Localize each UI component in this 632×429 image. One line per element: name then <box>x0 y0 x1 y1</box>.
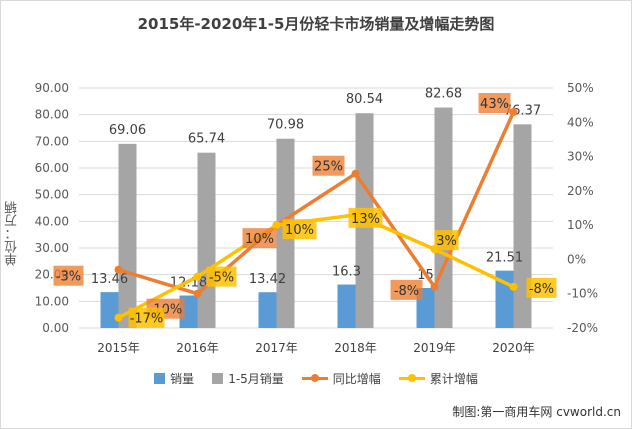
y-tick-label: 90.00 <box>35 81 69 95</box>
bar-ytd-sales <box>197 152 216 328</box>
chart-legend: 销量 1-5月销量 同比增幅 累计增幅 <box>1 370 631 387</box>
data-label-cumulative-growth-box <box>434 230 459 251</box>
point-yoy-growth <box>193 289 202 298</box>
y-tick-label: 0.00 <box>42 321 69 335</box>
bar-ytd-sales <box>434 107 453 329</box>
legend-label-yoy-growth: 同比增幅 <box>332 372 381 386</box>
x-tick-label: 2018年 <box>334 341 377 355</box>
legend-swatch-cumulative-growth <box>398 373 425 384</box>
data-label-ytd-sales: 82.68 <box>425 87 462 102</box>
point-cumulative-growth <box>509 282 518 291</box>
data-label-cumulative-growth: 10% <box>285 223 314 238</box>
data-label-cumulative-growth-box <box>282 219 317 240</box>
data-label-sales: 16.3 <box>332 265 361 280</box>
data-label-sales: 21.51 <box>486 251 523 266</box>
data-label-cumulative-growth: 3% <box>436 234 457 249</box>
legend-item-cumulative-growth: 累计增幅 <box>398 370 478 387</box>
point-yoy-growth <box>430 282 439 291</box>
y-tick-label: 70.00 <box>35 134 69 148</box>
data-label-cumulative-growth-box <box>128 307 165 328</box>
x-tick-label: 2020年 <box>492 341 535 355</box>
y2-tick-label: 10% <box>567 218 594 232</box>
point-yoy-growth <box>509 108 518 116</box>
data-label-yoy-growth-box <box>312 155 345 176</box>
data-label-yoy-growth: 25% <box>314 160 343 175</box>
bar-sales <box>100 292 119 328</box>
bar-ytd-sales <box>513 124 532 328</box>
y-tick-label: 30.00 <box>35 241 69 255</box>
data-label-yoy-growth-box <box>242 228 277 249</box>
data-label-cumulative-growth-box <box>206 266 237 287</box>
point-yoy-growth <box>114 265 123 274</box>
legend-swatch-ytd-sales <box>212 373 224 384</box>
data-label-ytd-sales: 80.54 <box>346 92 383 107</box>
data-label-cumulative-growth: -17% <box>130 312 164 327</box>
legend-item-yoy-growth: 同比增幅 <box>301 370 381 387</box>
x-tick-label: 2016年 <box>176 341 219 355</box>
line-yoy-growth <box>117 111 516 296</box>
bar-sales <box>337 284 356 328</box>
data-label-cumulative-growth: 13% <box>351 212 380 227</box>
data-label-yoy-growth: 43% <box>480 97 509 112</box>
data-label-yoy-growth-box <box>53 265 84 286</box>
data-label-ytd-sales: 69.06 <box>109 123 146 138</box>
y2-tick-label: 50% <box>567 81 594 95</box>
data-label-cumulative-growth: -8% <box>529 282 554 297</box>
y-tick-label: 10.00 <box>35 294 69 308</box>
y2-tick-label: -10% <box>567 287 598 301</box>
data-label-yoy-growth: -8% <box>394 284 419 299</box>
point-yoy-growth <box>351 169 360 178</box>
y2-tick-label: 20% <box>567 184 594 198</box>
legend-label-cumulative-growth: 累计增幅 <box>429 372 478 386</box>
data-label-cumulative-growth-box <box>348 207 383 228</box>
y-tick-label: 50.00 <box>35 188 69 202</box>
y2-tick-label: 0% <box>567 252 586 266</box>
data-label-yoy-growth-box <box>478 93 511 113</box>
data-label-yoy-growth: 10% <box>245 232 274 247</box>
data-label-ytd-sales: 70.98 <box>267 118 304 133</box>
legend-item-ytd-sales: 1-5月销量 <box>212 370 284 387</box>
data-label-sales: 13.42 <box>249 272 286 287</box>
y-tick-label: 80.00 <box>35 108 69 122</box>
y2-tick-label: 40% <box>567 115 594 129</box>
bar-sales <box>258 292 277 328</box>
data-label-cumulative-growth-box <box>526 277 557 298</box>
legend-label-ytd-sales: 1-5月销量 <box>228 372 284 386</box>
point-cumulative-growth <box>272 221 281 230</box>
legend-swatch-sales <box>154 373 166 384</box>
data-label-cumulative-growth: -5% <box>209 271 234 286</box>
point-cumulative-growth <box>193 272 202 281</box>
chart-credit: 制图:第一商用车网 cvworld.cn <box>452 405 621 419</box>
legend-swatch-yoy-growth <box>301 373 328 384</box>
x-tick-label: 2017年 <box>255 341 298 355</box>
y2-tick-label: -20% <box>567 321 598 335</box>
y-tick-label: 60.00 <box>35 161 69 175</box>
bar-ytd-sales <box>118 143 137 328</box>
data-label-yoy-growth: -3% <box>56 270 81 285</box>
data-label-sales: 13.46 <box>91 272 128 287</box>
legend-item-sales: 销量 <box>154 370 194 387</box>
x-tick-label: 2019年 <box>413 341 456 355</box>
point-cumulative-growth <box>114 313 123 322</box>
data-label-ytd-sales: 65.74 <box>188 132 225 147</box>
chart-title: 2015年-2020年1-5月份轻卡市场销量及增幅走势图 <box>137 15 495 33</box>
y-tick-label: 40.00 <box>35 214 69 228</box>
data-label-yoy-growth-box <box>390 279 423 300</box>
y2-tick-label: 30% <box>567 150 594 164</box>
x-tick-label: 2015年 <box>97 341 140 355</box>
legend-label-sales: 销量 <box>170 372 195 386</box>
